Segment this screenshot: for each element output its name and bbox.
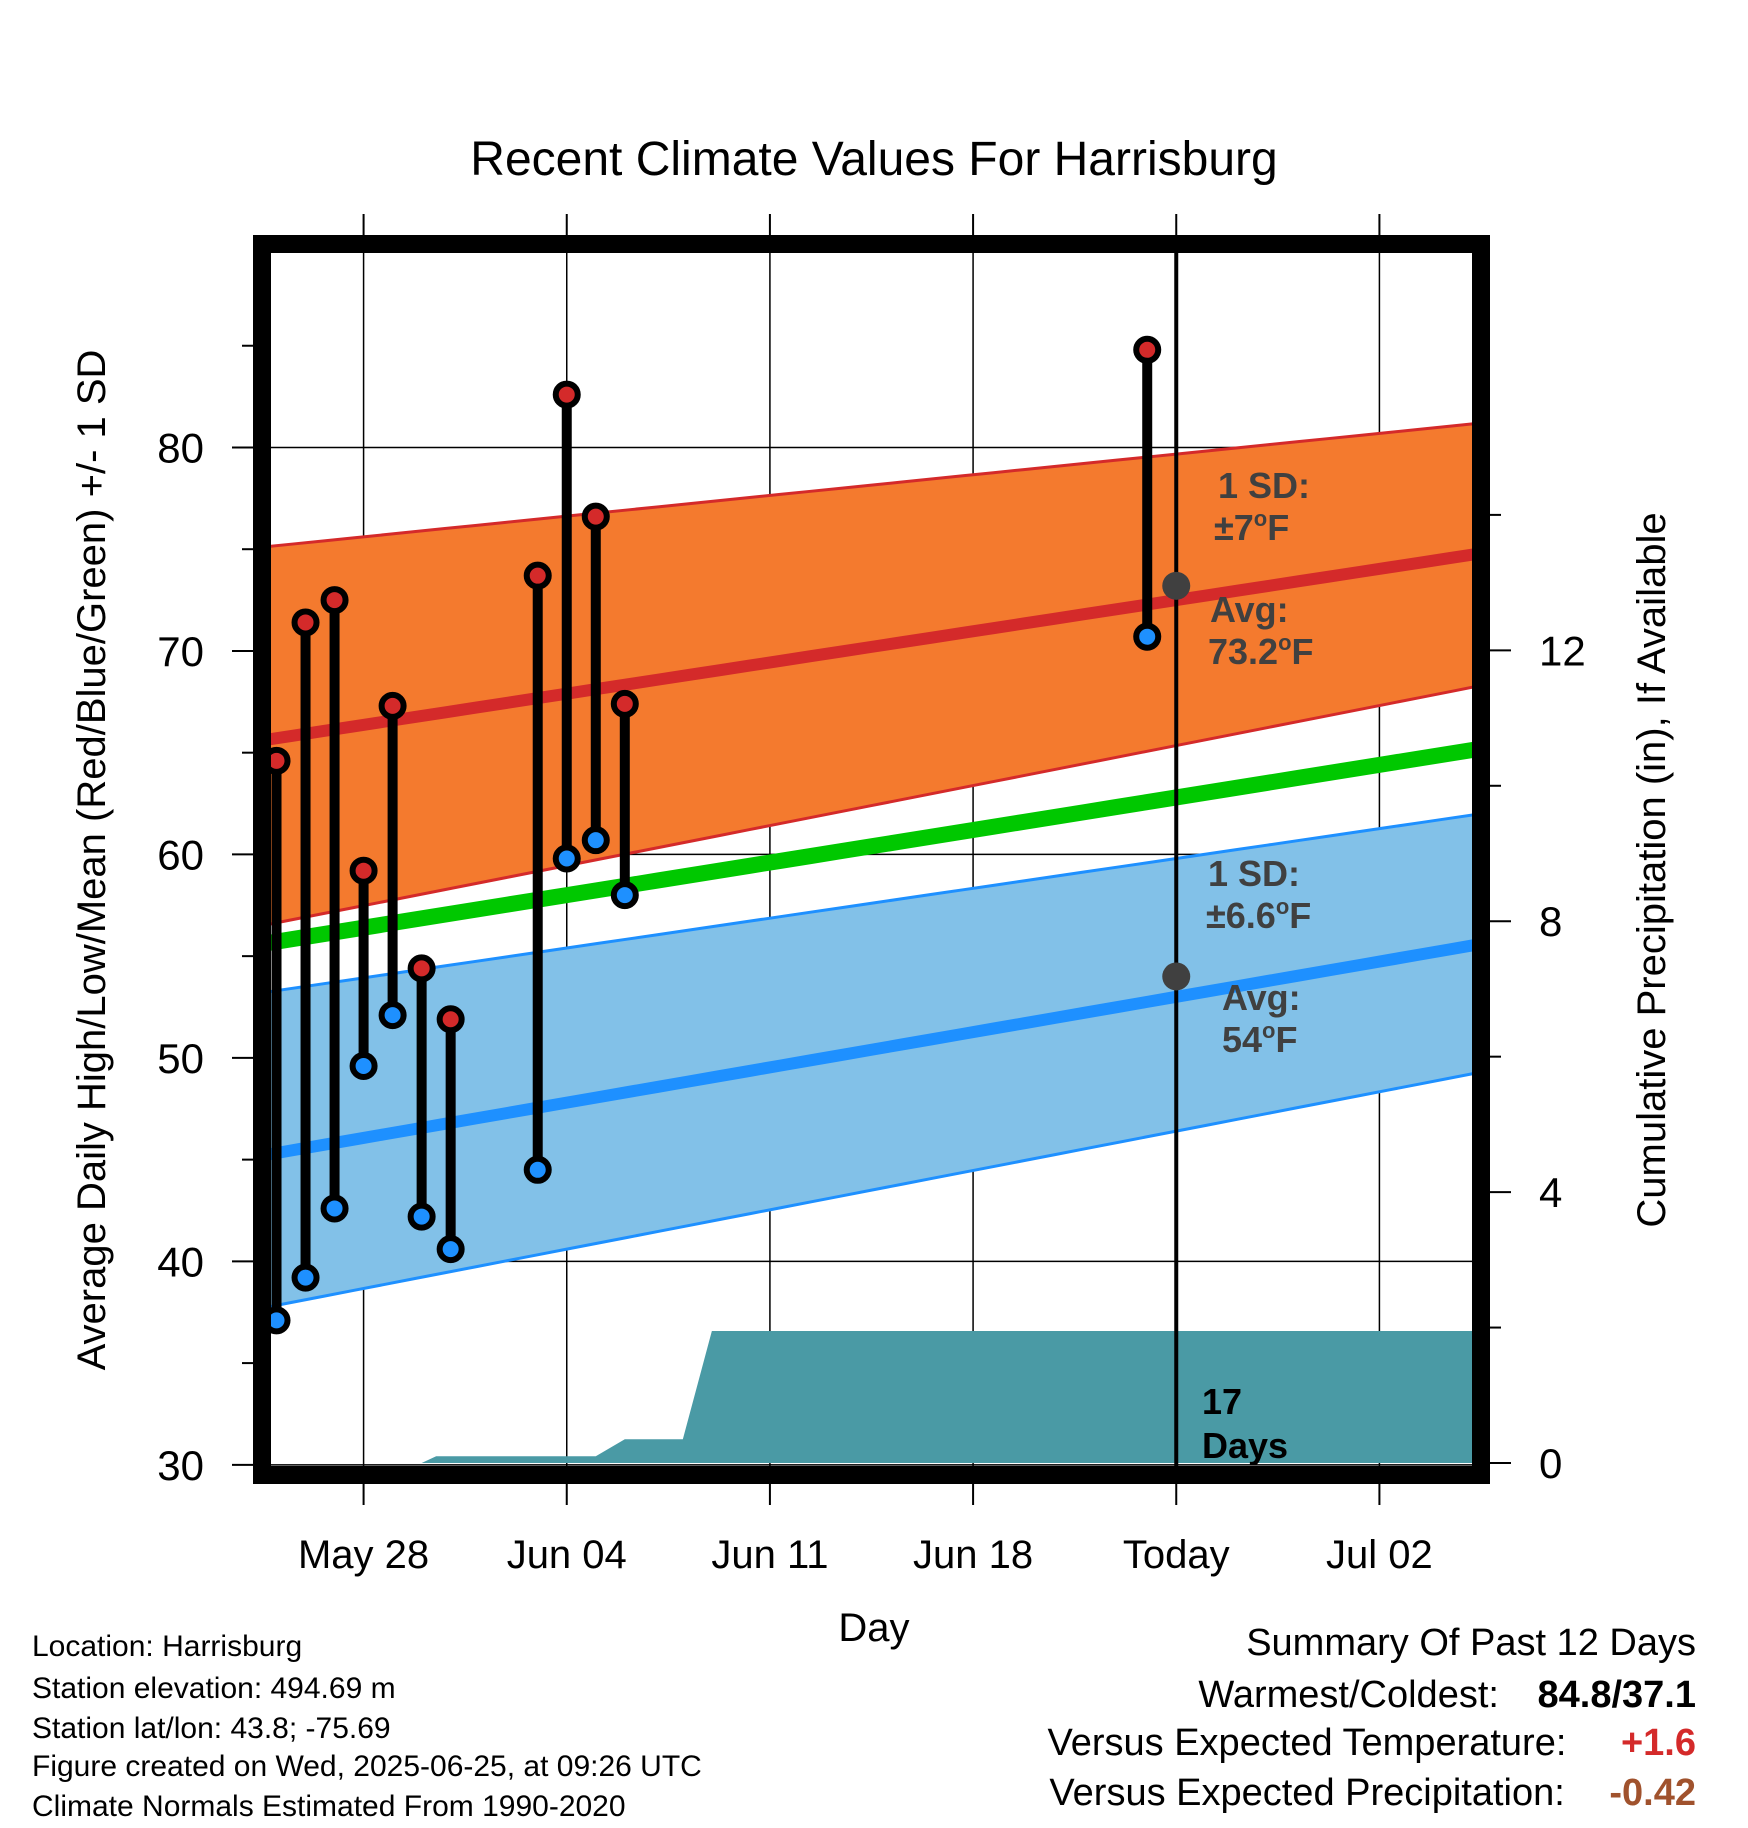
low-normal-line	[262, 938, 1481, 1162]
high-normal-line	[262, 547, 1481, 747]
low-marker	[1133, 622, 1162, 651]
x-tick-label: Jun 18	[913, 1533, 1033, 1577]
high-marker	[552, 380, 581, 409]
summary-temp-label: Versus Expected Temperature:	[1047, 1722, 1567, 1764]
high-marker	[378, 691, 407, 720]
low-marker	[581, 826, 610, 855]
y2-tick-label: 0	[1539, 1440, 1562, 1487]
y2-tick-label: 4	[1539, 1169, 1562, 1216]
low-lower-line	[262, 1070, 1481, 1310]
summary-warmest: Warmest/Coldest: 84.8/37.1	[1198, 1676, 1696, 1714]
y2-axis-title: Cumulative Precipitation (in), If Availa…	[1630, 512, 1674, 1227]
chart-title: Recent Climate Values For Harrisburg	[470, 133, 1277, 186]
high-marker	[523, 561, 552, 590]
x-tick-label: Jul 02	[1326, 1533, 1433, 1577]
precip-days-label: Days	[1202, 1425, 1288, 1466]
y-tick-label: 40	[157, 1238, 204, 1285]
low-sd-value: ±6.6oF	[1206, 894, 1311, 936]
precipitation-area	[262, 1330, 1481, 1463]
high-avg-value: 73.2oF	[1208, 630, 1314, 672]
y2-tick-label: 12	[1539, 627, 1586, 674]
plot-frame	[253, 235, 1490, 1484]
summary-precip: Versus Expected Precipitation: -0.42	[1049, 1774, 1696, 1812]
high-marker	[610, 689, 639, 718]
footer-created: Figure created on Wed, 2025-06-25, at 09…	[32, 1750, 702, 1783]
y-tick-label: 80	[157, 424, 204, 471]
footer-normals: Climate Normals Estimated From 1990-2020	[32, 1790, 626, 1823]
high-lower-line	[262, 684, 1481, 928]
y2-tick-label: 8	[1539, 898, 1562, 945]
high-sd-label: 1 SD:	[1218, 465, 1310, 506]
high-marker	[291, 608, 320, 637]
summary-temp-value: +1.6	[1620, 1722, 1696, 1764]
low-marker	[610, 881, 639, 910]
y-tick-label: 60	[157, 831, 204, 878]
low-avg-today-marker	[1162, 962, 1191, 991]
y-tick-label: 70	[157, 628, 204, 675]
low-marker	[523, 1155, 552, 1184]
high-marker	[320, 586, 349, 615]
high-marker	[349, 856, 378, 885]
summary-precip-value: -0.42	[1609, 1772, 1696, 1814]
summary-warmest-label: Warmest/Coldest:	[1198, 1674, 1499, 1716]
low-marker	[407, 1202, 436, 1231]
summary-title: Summary Of Past 12 Days	[1246, 1622, 1696, 1664]
low-sd-label: 1 SD:	[1208, 853, 1300, 894]
x-tick-label: Jun 11	[711, 1533, 828, 1577]
x-tick-label: Today	[1123, 1533, 1230, 1577]
high-upper-line	[262, 421, 1481, 549]
x-tick-label: Jun 04	[507, 1533, 627, 1577]
mean-normal-line	[262, 740, 1481, 952]
y-axis-title: Average Daily High/Low/Mean (Red/Blue/Gr…	[70, 350, 114, 1371]
footer-latlon: Station lat/lon: 43.8; -75.69	[32, 1712, 391, 1745]
high-avg-today-marker	[1162, 571, 1191, 600]
low-avg-value: 54oF	[1222, 1018, 1298, 1060]
low-marker	[291, 1263, 320, 1292]
summary-temp: Versus Expected Temperature: +1.6	[1047, 1724, 1696, 1762]
summary-precip-label: Versus Expected Precipitation:	[1049, 1772, 1565, 1814]
precip-days-count: 17	[1202, 1381, 1242, 1422]
high-marker	[1133, 335, 1162, 364]
high-sd-value: ±7oF	[1214, 506, 1289, 548]
low-upper-line	[262, 812, 1481, 995]
x-tick-label: May 28	[298, 1533, 429, 1577]
low-marker	[378, 1001, 407, 1030]
high-avg-label: Avg:	[1210, 589, 1289, 630]
x-axis-title: Day	[838, 1606, 909, 1650]
low-avg-label: Avg:	[1222, 977, 1301, 1018]
high-marker	[407, 954, 436, 983]
y-tick-label: 50	[157, 1035, 204, 1082]
high-marker	[581, 502, 610, 531]
low-marker	[436, 1235, 465, 1264]
low-marker	[552, 844, 581, 873]
low-marker	[349, 1052, 378, 1081]
high-marker	[436, 1005, 465, 1034]
low-marker	[320, 1194, 349, 1223]
footer-location: Location: Harrisburg	[32, 1630, 303, 1663]
summary-warmest-value: 84.8/37.1	[1537, 1674, 1696, 1716]
y-tick-label: 30	[157, 1442, 204, 1489]
plot-interior	[262, 244, 1481, 1475]
footer-elevation: Station elevation: 494.69 m	[32, 1672, 396, 1705]
